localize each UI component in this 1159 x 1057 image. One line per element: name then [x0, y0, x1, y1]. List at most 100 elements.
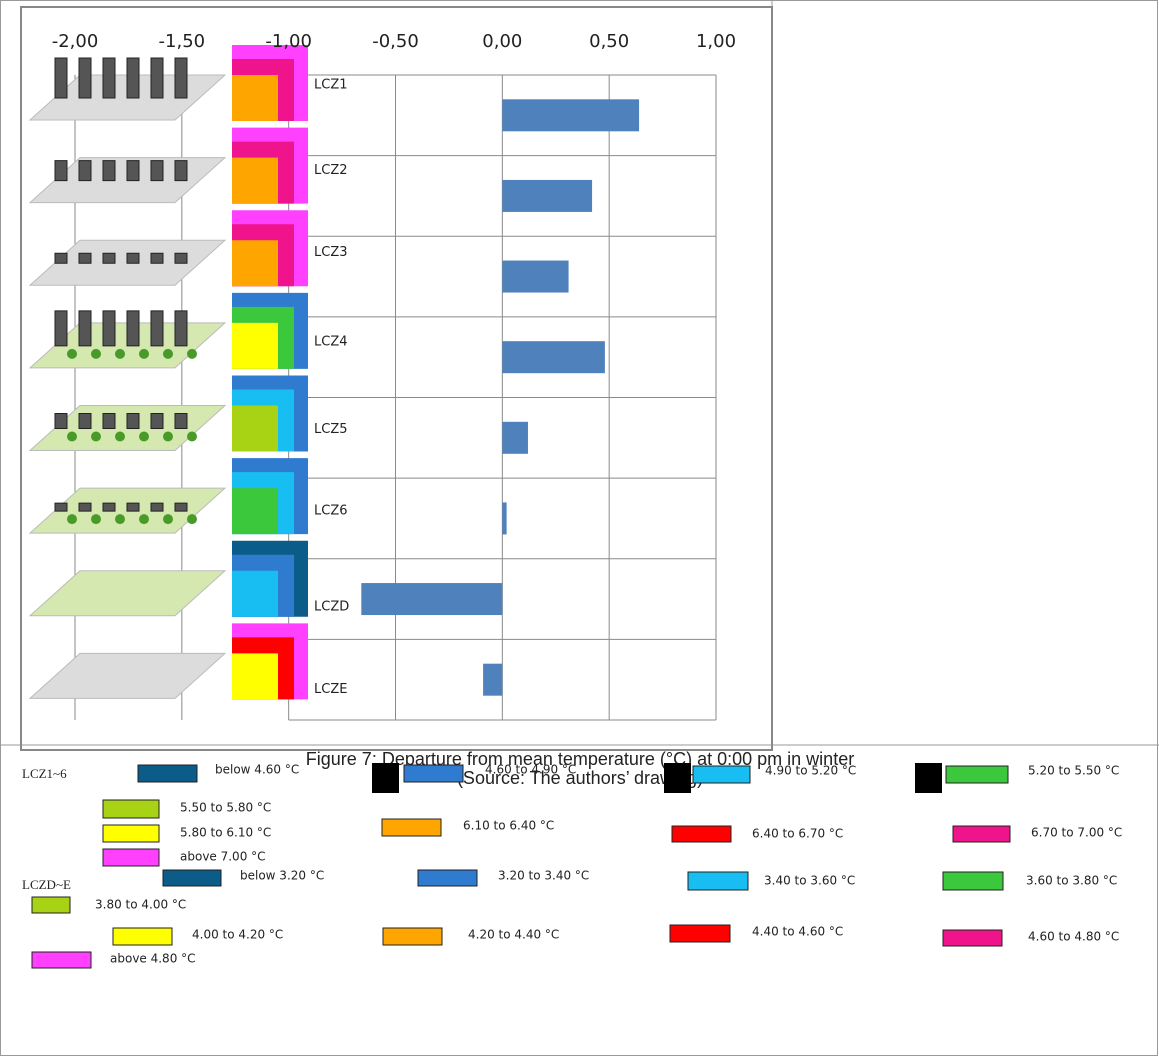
tree	[163, 348, 173, 359]
bar	[502, 421, 528, 454]
y-tick-label: LCZ4	[314, 334, 348, 349]
legend-label: above 7.00 °C	[180, 850, 266, 864]
building	[78, 413, 92, 429]
legend-swatch	[403, 764, 464, 783]
building	[78, 310, 92, 347]
legend-label: 3.20 to 3.40 °C	[498, 869, 589, 883]
building	[174, 310, 188, 347]
tree	[139, 348, 149, 359]
legend-label: 4.20 to 4.40 °C	[468, 928, 559, 942]
bar	[502, 341, 605, 374]
building	[126, 160, 140, 182]
legend-label: 5.80 to 6.10 °C	[180, 826, 271, 840]
legend-label: 3.60 to 3.80 °C	[1026, 874, 1117, 888]
tree	[115, 348, 125, 359]
building	[126, 57, 140, 99]
x-tick-label: 1,00	[696, 31, 736, 52]
building	[78, 160, 92, 182]
legend-label: 4.90 to 5.20 °C	[765, 764, 856, 778]
legend-label: below 4.60 °C	[215, 763, 299, 777]
bar	[483, 663, 503, 696]
legend-label: 3.80 to 4.00 °C	[95, 898, 186, 912]
y-tick-label: LCZ3	[314, 245, 348, 260]
zone-illustrations	[28, 45, 308, 700]
legend-swatch	[31, 951, 92, 969]
legend-swatch	[952, 825, 1011, 843]
tree	[91, 514, 101, 525]
building	[126, 252, 140, 264]
tree	[163, 431, 173, 442]
x-tick-label: 0,00	[482, 31, 522, 52]
bar	[502, 502, 507, 535]
legend-swatch	[945, 765, 1009, 784]
ground-plane	[28, 652, 227, 699]
heatmap	[232, 157, 278, 204]
legend-swatch	[687, 871, 749, 891]
legend-swatch	[381, 818, 442, 837]
building	[78, 502, 92, 512]
building	[54, 413, 68, 429]
legend-swatch	[382, 927, 443, 946]
legend-swatch	[137, 764, 198, 783]
legend-swatch	[692, 765, 751, 784]
heatmap	[232, 322, 278, 369]
building	[102, 160, 116, 182]
x-tick-label: -1,00	[265, 31, 312, 52]
legend-label: 4.40 to 4.60 °C	[752, 925, 843, 939]
building	[102, 413, 116, 429]
building	[102, 57, 116, 99]
legend-swatch	[942, 929, 1003, 947]
y-tick-label: LCZE	[314, 682, 347, 697]
building	[126, 310, 140, 347]
legend-swatch	[102, 824, 160, 843]
tree	[139, 514, 149, 525]
legend-group-title: LCZD~E	[22, 877, 71, 892]
building	[126, 413, 140, 429]
legend: LCZ1~6 below 4.60 °C 4.60 to 4.90 °C 4.90 t…	[22, 763, 1122, 969]
building	[174, 502, 188, 512]
legend-label: 3.40 to 3.60 °C	[764, 874, 855, 888]
legend-label: 6.10 to 6.40 °C	[463, 819, 554, 833]
x-tick-label: -0,50	[372, 31, 419, 52]
bar	[361, 583, 503, 616]
tree	[187, 431, 197, 442]
building	[150, 310, 164, 347]
caption: Figure 7: Departure from mean temperatur…	[306, 749, 854, 769]
tree	[139, 431, 149, 442]
legend-label: 4.00 to 4.20 °C	[192, 928, 283, 942]
heatmap	[232, 405, 278, 452]
legend-swatch	[162, 869, 222, 887]
building	[54, 57, 68, 99]
heatmap	[232, 653, 278, 700]
tree	[91, 348, 101, 359]
legend-swatch	[942, 871, 1004, 891]
building	[150, 57, 164, 99]
building	[150, 160, 164, 182]
building	[174, 413, 188, 429]
heatmap	[232, 570, 278, 617]
legend-swatch	[31, 896, 71, 914]
x-tick-label: -2,00	[52, 31, 99, 52]
legend-mark	[915, 763, 942, 793]
building	[78, 252, 92, 264]
legend-swatch	[102, 848, 160, 867]
building	[174, 160, 188, 182]
building	[102, 502, 116, 512]
legend-label: 5.50 to 5.80 °C	[180, 801, 271, 815]
source: (Source: The authors’ drawing)	[457, 768, 703, 788]
building	[174, 57, 188, 99]
building	[150, 252, 164, 264]
x-tick-label: -1,50	[159, 31, 206, 52]
building	[126, 502, 140, 512]
building	[54, 252, 68, 264]
tree	[187, 514, 197, 525]
bar	[502, 99, 640, 132]
building	[54, 502, 68, 512]
tree	[91, 431, 101, 442]
legend-label: 5.20 to 5.50 °C	[1028, 764, 1119, 778]
tree	[115, 431, 125, 442]
building	[174, 252, 188, 264]
building	[102, 310, 116, 347]
legend-label: 4.60 to 4.80 °C	[1028, 930, 1119, 944]
